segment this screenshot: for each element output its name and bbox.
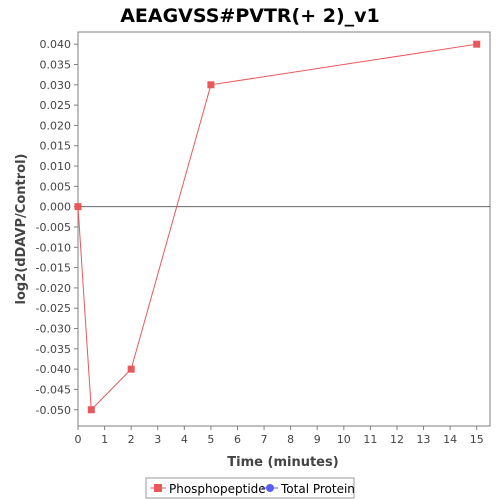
phosphopeptide-point — [127, 365, 135, 373]
plot-area — [77, 31, 491, 427]
x-tick-label: 8 — [287, 433, 294, 446]
y-tick-label: 0.030 — [40, 79, 72, 92]
legend-box — [145, 477, 355, 499]
x-tick-label: 5 — [207, 433, 214, 446]
y-tick-label: -0.010 — [36, 241, 71, 254]
x-tick-label: 11 — [363, 433, 377, 446]
legend-phosphopeptide-marker — [154, 484, 162, 492]
y-tick-label: 0.005 — [40, 180, 72, 193]
y-tick-label: -0.045 — [36, 383, 71, 396]
x-tick-label: 0 — [75, 433, 82, 446]
y-tick-label: 0.000 — [40, 201, 72, 214]
y-tick-label: -0.050 — [36, 404, 71, 417]
y-tick-label: -0.005 — [36, 221, 71, 234]
x-axis-label: Time (minutes) — [227, 455, 338, 470]
x-axis: 0 1 2 3 4 5 6 7 8 9 10 11 12 13 14 15 — [75, 426, 484, 446]
y-tick-label: -0.020 — [36, 282, 71, 295]
y-axis: 0.040 0.035 0.030 0.025 0.020 0.015 0.010 0.005… — [36, 38, 78, 417]
phosphopeptide-point — [74, 203, 82, 211]
legend-total-protein-label: Total Protein — [280, 482, 355, 496]
x-tick-label: 9 — [314, 433, 321, 446]
y-tick-label: 0.010 — [40, 160, 72, 173]
y-tick-label: 0.035 — [40, 58, 72, 71]
phosphopeptide-point — [87, 406, 95, 414]
x-tick-label: 15 — [470, 433, 484, 446]
x-tick-label: 4 — [181, 433, 188, 446]
y-tick-label: 0.040 — [40, 38, 72, 51]
series-layer — [74, 40, 481, 414]
x-tick-label: 6 — [234, 433, 241, 446]
y-tick-label: -0.040 — [36, 363, 71, 376]
y-tick-label: 0.025 — [40, 99, 72, 112]
phosphopeptide-point — [473, 40, 481, 48]
x-tick-label: 2 — [128, 433, 135, 446]
y-tick-label: 0.015 — [40, 140, 72, 153]
legend: Phosphopeptide Total Protein — [145, 477, 355, 499]
x-tick-label: 14 — [443, 433, 457, 446]
x-tick-label: 7 — [261, 433, 268, 446]
legend-phosphopeptide-label: Phosphopeptide — [169, 482, 266, 496]
phosphopeptide-point — [207, 81, 215, 89]
y-tick-label: -0.015 — [36, 262, 71, 275]
x-tick-label: 1 — [101, 433, 108, 446]
chart-title: AEAGVSS#PVTR(+ 2)_v1 — [120, 5, 380, 27]
x-tick-label: 13 — [417, 433, 431, 446]
y-tick-label: -0.035 — [36, 343, 71, 356]
x-tick-label: 3 — [154, 433, 161, 446]
x-tick-label: 12 — [390, 433, 404, 446]
y-axis-label: log2(dDAVP/Control) — [14, 154, 29, 305]
y-tick-label: -0.030 — [36, 323, 71, 336]
x-tick-label: 10 — [337, 433, 351, 446]
y-tick-label: 0.020 — [40, 119, 72, 132]
legend-total-protein-marker — [266, 484, 274, 492]
y-tick-label: -0.025 — [36, 302, 71, 315]
